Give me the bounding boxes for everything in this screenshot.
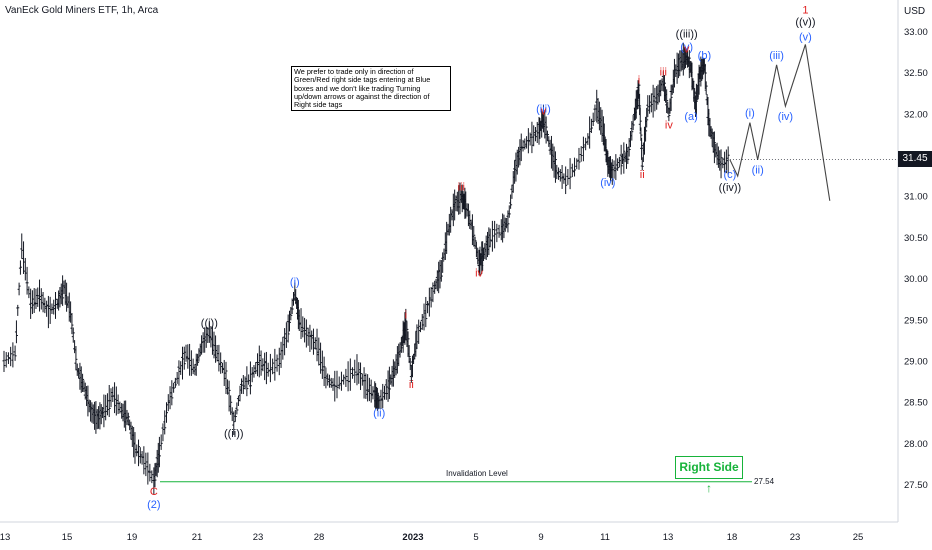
wave-label: (ii) bbox=[752, 165, 764, 177]
y-tick-label: 31.00 bbox=[904, 192, 928, 203]
chart-title: VanEck Gold Miners ETF, 1h, Arca bbox=[5, 5, 159, 16]
invalidation-label: Invalidation Level bbox=[446, 469, 508, 478]
wave-label: (a) bbox=[684, 111, 697, 123]
x-tick-label: 23 bbox=[790, 532, 801, 543]
x-tick-label: 18 bbox=[727, 532, 738, 543]
wave-label: C bbox=[150, 486, 158, 498]
x-tick-label: 13 bbox=[663, 532, 674, 543]
y-tick-label: 30.00 bbox=[904, 274, 928, 285]
wave-label: ii bbox=[409, 379, 414, 391]
x-tick-label: 28 bbox=[314, 532, 325, 543]
wave-label: (iii) bbox=[769, 50, 784, 62]
wave-label: ((ii)) bbox=[224, 428, 244, 440]
trading-note: We prefer to trade only in direction of … bbox=[291, 66, 451, 112]
wave-label: ((v)) bbox=[795, 16, 815, 28]
x-tick-label: 25 bbox=[853, 532, 864, 543]
wave-label: (i) bbox=[745, 108, 755, 120]
y-tick-label: 32.50 bbox=[904, 68, 928, 79]
wave-label: (v) bbox=[680, 42, 693, 54]
wave-label: (iii) bbox=[536, 103, 551, 115]
invalidation-value: 27.54 bbox=[754, 477, 775, 486]
y-tick-label: 28.00 bbox=[904, 439, 928, 450]
wave-label: ((iv)) bbox=[719, 182, 742, 194]
x-tick-label: 23 bbox=[253, 532, 264, 543]
wave-label: ((i)) bbox=[201, 318, 218, 330]
x-tick-label: 13 bbox=[0, 532, 10, 543]
wave-label: iv bbox=[665, 119, 673, 131]
wave-label: iii bbox=[660, 66, 667, 78]
wave-label: (ii) bbox=[373, 408, 385, 420]
wave-label: (v) bbox=[799, 31, 812, 43]
y-tick-label: 30.50 bbox=[904, 233, 928, 244]
wave-label: iii bbox=[458, 182, 465, 194]
y-tick-label: 33.00 bbox=[904, 27, 928, 38]
wave-label: ((iii)) bbox=[676, 29, 698, 41]
wave-label: (iv) bbox=[600, 177, 615, 189]
projection-path bbox=[729, 44, 831, 201]
wave-label: i bbox=[405, 309, 407, 321]
wave-label: (2) bbox=[147, 499, 160, 511]
wave-label: (i) bbox=[290, 276, 300, 288]
y-tick-label: 29.00 bbox=[904, 356, 928, 367]
y-tick-label: 32.00 bbox=[904, 109, 928, 120]
x-tick-label: 9 bbox=[538, 532, 543, 543]
wave-label: (b) bbox=[698, 50, 711, 62]
x-tick-label: 2023 bbox=[402, 532, 423, 543]
wave-label: iv bbox=[475, 268, 483, 280]
y-tick-label: 29.50 bbox=[904, 315, 928, 326]
x-tick-label: 21 bbox=[192, 532, 203, 543]
x-tick-label: 5 bbox=[473, 532, 478, 543]
y-tick-label: 27.50 bbox=[904, 480, 928, 491]
y-tick-label: 28.50 bbox=[904, 398, 928, 409]
currency-label: USD bbox=[904, 6, 926, 17]
wave-label: v bbox=[684, 44, 690, 56]
right-side-tag: Right Side ↑ bbox=[675, 456, 743, 495]
wave-label: 1 bbox=[802, 4, 808, 16]
wave-label: (iv) bbox=[778, 111, 793, 123]
wave-label: ii bbox=[640, 169, 645, 181]
x-tick-label: 11 bbox=[600, 532, 610, 543]
wave-label: (c) bbox=[724, 169, 737, 181]
wave-label: v bbox=[541, 105, 547, 117]
x-tick-label: 19 bbox=[127, 532, 138, 543]
wave-label: i bbox=[638, 75, 640, 87]
current-price-badge: 31.45 bbox=[898, 151, 932, 167]
x-tick-label: 15 bbox=[62, 532, 73, 543]
